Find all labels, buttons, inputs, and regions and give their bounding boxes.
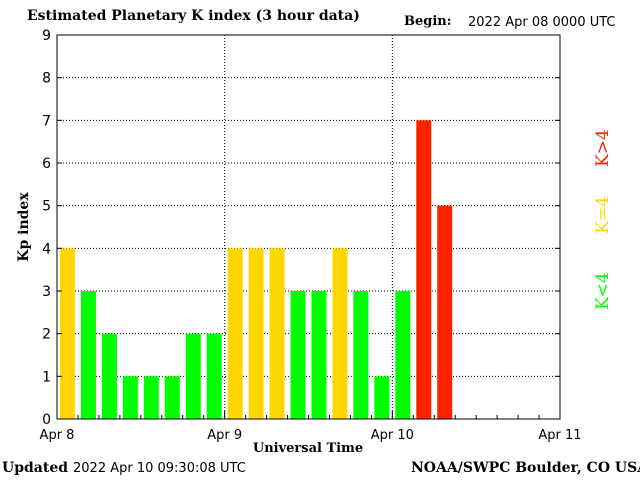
kp-bar (269, 248, 285, 419)
chart-title: Estimated Planetary K index (3 hour data… (27, 8, 360, 24)
y-tick-label: 1 (42, 369, 51, 385)
kp-bar (122, 376, 138, 419)
kp-bar (101, 333, 117, 419)
x-tick-label: Apr 11 (538, 428, 581, 443)
kp-bar (164, 376, 180, 419)
y-tick-label: 9 (42, 28, 51, 44)
legend-quiet: K<4 (593, 272, 613, 310)
x-tick-label: Apr 9 (207, 428, 242, 443)
kp-bar (332, 248, 348, 419)
y-tick-label: 2 (42, 327, 51, 343)
updated-label: Updated (2, 460, 69, 476)
kp-bar (227, 248, 243, 419)
kp-bar (206, 333, 222, 419)
kp-bar (290, 291, 306, 419)
kp-bar (59, 248, 75, 419)
kp-bar (395, 291, 411, 419)
x-tick-label: Apr 8 (40, 428, 75, 443)
x-axis-label: Universal Time (253, 441, 363, 456)
y-tick-label: 6 (42, 156, 51, 172)
kp-bar (185, 333, 201, 419)
credit-text: NOAA/SWPC Boulder, CO USA (411, 460, 640, 476)
y-tick-label: 5 (42, 199, 51, 215)
legend-moderate: K=4 (593, 196, 613, 234)
kp-bar (311, 291, 327, 419)
kp-bar (353, 291, 369, 419)
ticks-layer: 0 1 2 3 4 5 6 7 8 9 Apr 8 Apr 9 Apr 10 Apr 11 (40, 28, 582, 443)
kp-bar (416, 120, 432, 419)
y-tick-label: 4 (42, 241, 51, 257)
x-tick-label: Apr 10 (371, 428, 414, 443)
y-tick-label: 0 (42, 412, 51, 428)
y-tick-label: 3 (42, 284, 51, 300)
kp-bar (248, 248, 264, 419)
bars-layer (59, 120, 453, 419)
y-axis-label: Kp index (16, 192, 32, 262)
legend-storm: K>4 (593, 129, 613, 167)
begin-value: 2022 Apr 08 0000 UTC (468, 15, 616, 30)
begin-label: Begin: (404, 14, 452, 29)
updated-value: 2022 Apr 10 09:30:08 UTC (73, 461, 246, 476)
kp-bar (437, 205, 453, 419)
kp-bar (374, 376, 390, 419)
grid-layer (57, 35, 560, 419)
y-tick-label: 7 (42, 113, 51, 129)
kp-bar (80, 291, 96, 419)
y-tick-label: 8 (42, 71, 51, 87)
plot-area (57, 35, 560, 419)
kp-bar (143, 376, 159, 419)
